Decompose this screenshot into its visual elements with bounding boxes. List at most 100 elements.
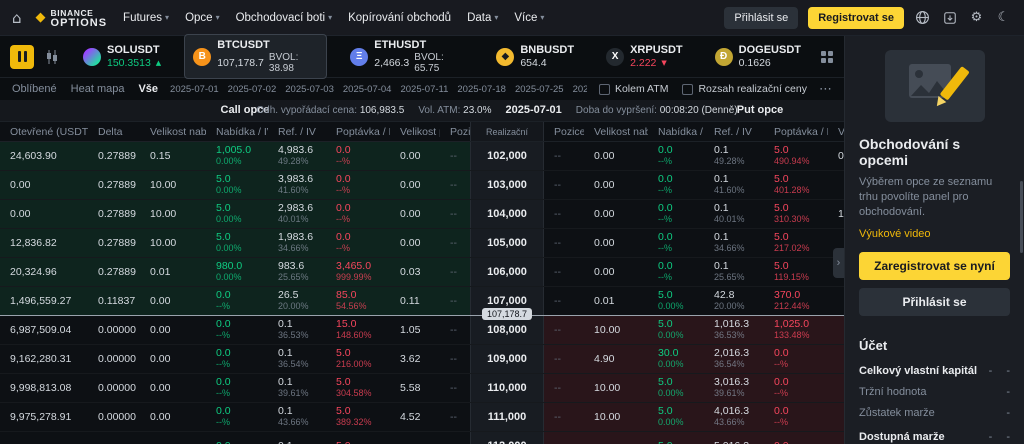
login-button[interactable]: Přihlásit se — [724, 6, 799, 29]
call-bid[interactable]: 5.0 0.00% — [206, 203, 268, 225]
call-ask[interactable]: 0.0 --% — [326, 232, 390, 254]
sidebar-collapse-handle[interactable]: › — [833, 248, 844, 278]
call-bid[interactable]: 1,005.0 0.00% — [206, 145, 268, 167]
call-bid[interactable]: 0.0 — [206, 441, 268, 444]
expiry-date-tab[interactable]: 2025-07-04 — [342, 83, 392, 95]
expiry-date-tab[interactable]: 2025-07-18 — [457, 83, 506, 95]
put-ref[interactable]: 4,016.3 43.66% — [704, 406, 764, 428]
instrument-btcusdt[interactable]: B BTCUSDT 107,178.7 BVOL: 38.98 — [184, 34, 328, 79]
call-ask[interactable]: 15.0 148.60% — [326, 319, 390, 341]
call-ask[interactable]: 5.0 389.32% — [326, 406, 390, 428]
option-row[interactable]: 20,324.96 0.27889 0.01 980.0 0.00% 983.6 25.65… — [0, 258, 844, 287]
option-row[interactable]: 24,603.90 0.27889 0.15 1,005.0 0.00% 4,983.6 4… — [0, 142, 844, 171]
sidebar-login-button[interactable]: Přihlásit se — [859, 288, 1010, 316]
put-ref[interactable]: 42.8 20.00% — [704, 290, 764, 312]
put-ask[interactable]: 0.0 — [764, 441, 828, 444]
call-bid[interactable]: 0.0 --% — [206, 319, 268, 341]
nav-item-data[interactable]: Data ▾ — [467, 12, 498, 24]
put-bid[interactable]: 0.0 --% — [648, 232, 704, 254]
checkbox-kolem-atm[interactable]: Kolem ATM — [598, 83, 668, 95]
put-ask[interactable]: 0.0 --% — [764, 348, 828, 370]
instrument-ethusdt[interactable]: Ξ ETHUSDT 2,466.3 BVOL: 65.75 — [341, 34, 473, 79]
call-bid[interactable]: 0.0 --% — [206, 348, 268, 370]
put-bid[interactable]: 0.0 --% — [648, 145, 704, 167]
call-bid[interactable]: 0.0 --% — [206, 290, 268, 312]
call-ask[interactable]: 0.0 --% — [326, 203, 390, 225]
put-ask[interactable]: 370.0 212.44% — [764, 290, 828, 312]
call-bid[interactable]: 5.0 0.00% — [206, 232, 268, 254]
moon-icon[interactable]: ☾ — [997, 10, 1010, 25]
call-bid[interactable]: 0.0 --% — [206, 406, 268, 428]
put-ask[interactable]: 5.0 490.94% — [764, 145, 828, 167]
grid-view-icon[interactable] — [820, 50, 834, 64]
call-ask[interactable]: 0.0 --% — [326, 145, 390, 167]
nav-item-opce[interactable]: Opce ▾ — [185, 12, 220, 24]
call-ref[interactable]: 1,983.6 34.66% — [268, 232, 326, 254]
globe-icon[interactable] — [914, 10, 931, 25]
expiry-date-tab[interactable]: 2025-07-01 — [170, 83, 219, 95]
put-ask[interactable]: 5.0 310.30% — [764, 203, 828, 225]
option-row[interactable]: 9,975,278.91 0.00000 0.00 0.0 --% 0.1 43.66% 5.… — [0, 403, 844, 432]
put-ref[interactable]: 0.1 25.65% — [704, 261, 764, 283]
download-icon[interactable] — [941, 11, 958, 25]
instrument-bnbusdt[interactable]: ◆ BNBUSDT 654.4 — [487, 39, 583, 74]
option-row[interactable]: 0.0 0.1 5.0 112,000 5.0 5,016.3 0.0 — [0, 432, 844, 444]
tab-vse[interactable]: Vše — [138, 83, 159, 95]
option-row[interactable]: 1,496,559.27 0.11837 0.00 0.0 --% 26.5 20.00% 8… — [0, 287, 844, 316]
nav-item-futures[interactable]: Futures ▾ — [123, 12, 169, 24]
put-bid[interactable]: 0.0 --% — [648, 174, 704, 196]
call-ref[interactable]: 0.1 36.53% — [268, 319, 326, 341]
watchlist-toggle-button[interactable] — [10, 44, 34, 69]
call-ask[interactable]: 5.0 — [326, 441, 390, 444]
option-row[interactable]: 9,998,813.08 0.00000 0.00 0.0 --% 0.1 39.61% 5.… — [0, 374, 844, 403]
nav-item-vice[interactable]: Více ▾ — [514, 12, 544, 24]
sidebar-register-button[interactable]: Zaregistrovat se nyní — [859, 252, 1010, 280]
home-icon[interactable]: ⌂ — [12, 8, 22, 27]
call-ask[interactable]: 5.0 304.58% — [326, 377, 390, 399]
nav-item-kopirovani-obchodu[interactable]: Kopírování obchodů — [348, 12, 451, 24]
selected-expiry-date[interactable]: 2025-07-01 — [505, 104, 562, 116]
put-bid[interactable]: 5.0 0.00% — [648, 406, 704, 428]
option-row[interactable]: 0.00 0.27889 10.00 5.0 0.00% 2,983.6 40.01% 0.0… — [0, 200, 844, 229]
call-ref[interactable]: 0.1 43.66% — [268, 406, 326, 428]
put-bid[interactable]: 0.0 --% — [648, 261, 704, 283]
put-bid[interactable]: 5.0 0.00% — [648, 290, 704, 312]
put-ref[interactable]: 0.1 41.60% — [704, 174, 764, 196]
expiry-date-tab[interactable]: 2025-07-11 — [400, 83, 449, 95]
put-bid[interactable]: 5.0 0.00% — [648, 377, 704, 399]
put-ref[interactable]: 3,016.3 39.61% — [704, 377, 764, 399]
instrument-dogeusdt[interactable]: Ð DOGEUSDT 0.1626 — [706, 39, 810, 74]
instrument-xrpusdt[interactable]: X XRPUSDT 2.222 ▼ — [597, 39, 692, 74]
call-ask[interactable]: 0.0 --% — [326, 174, 390, 196]
candlestick-chart-icon[interactable] — [44, 49, 60, 65]
put-bid[interactable]: 5.0 0.00% — [648, 319, 704, 341]
put-ask[interactable]: 0.0 --% — [764, 406, 828, 428]
put-ref[interactable]: 1,016.3 36.53% — [704, 319, 764, 341]
tutorial-video-link[interactable]: Výukové video — [859, 228, 931, 240]
put-ask[interactable]: 5.0 401.28% — [764, 174, 828, 196]
call-ask[interactable]: 3,465.0 999.99% — [326, 261, 390, 283]
register-button[interactable]: Registrovat se — [808, 6, 904, 29]
gear-icon[interactable]: ⚙ — [970, 10, 983, 25]
scrollbar-thumb[interactable] — [1020, 181, 1023, 253]
put-bid[interactable]: 30.0 0.00% — [648, 348, 704, 370]
put-ask[interactable]: 1,025.0 133.48% — [764, 319, 828, 341]
tab-oblibene[interactable]: Oblíbené — [12, 83, 57, 95]
expiry-date-tab[interactable]: 2025-07-02 — [227, 83, 277, 95]
call-ref[interactable]: 26.5 20.00% — [268, 290, 326, 312]
put-ref[interactable]: 0.1 40.01% — [704, 203, 764, 225]
nav-item-obchodovaci-boti[interactable]: Obchodovací boti ▾ — [236, 12, 333, 24]
call-bid[interactable]: 0.0 --% — [206, 377, 268, 399]
expiry-date-tab[interactable]: 2025-08-29 — [572, 83, 587, 95]
put-ask[interactable]: 0.0 --% — [764, 377, 828, 399]
call-ref[interactable]: 2,983.6 40.01% — [268, 203, 326, 225]
call-ref[interactable]: 0.1 36.54% — [268, 348, 326, 370]
put-ref[interactable]: 0.1 49.28% — [704, 145, 764, 167]
put-ask[interactable]: 5.0 119.15% — [764, 261, 828, 283]
expiry-date-tab[interactable]: 2025-07-25 — [514, 83, 564, 95]
put-ref[interactable]: 5,016.3 — [704, 441, 764, 444]
option-row[interactable]: 9,162,280.31 0.00000 0.00 0.0 --% 0.1 36.54% 5.… — [0, 345, 844, 374]
option-row[interactable]: 6,987,509.04 0.00000 0.00 0.0 --% 0.1 36.53% 15… — [0, 316, 844, 345]
expiry-date-tab[interactable]: 2025-07-03 — [285, 83, 334, 95]
option-row[interactable]: 12,836.82 0.27889 10.00 5.0 0.00% 1,983.6 34.6… — [0, 229, 844, 258]
